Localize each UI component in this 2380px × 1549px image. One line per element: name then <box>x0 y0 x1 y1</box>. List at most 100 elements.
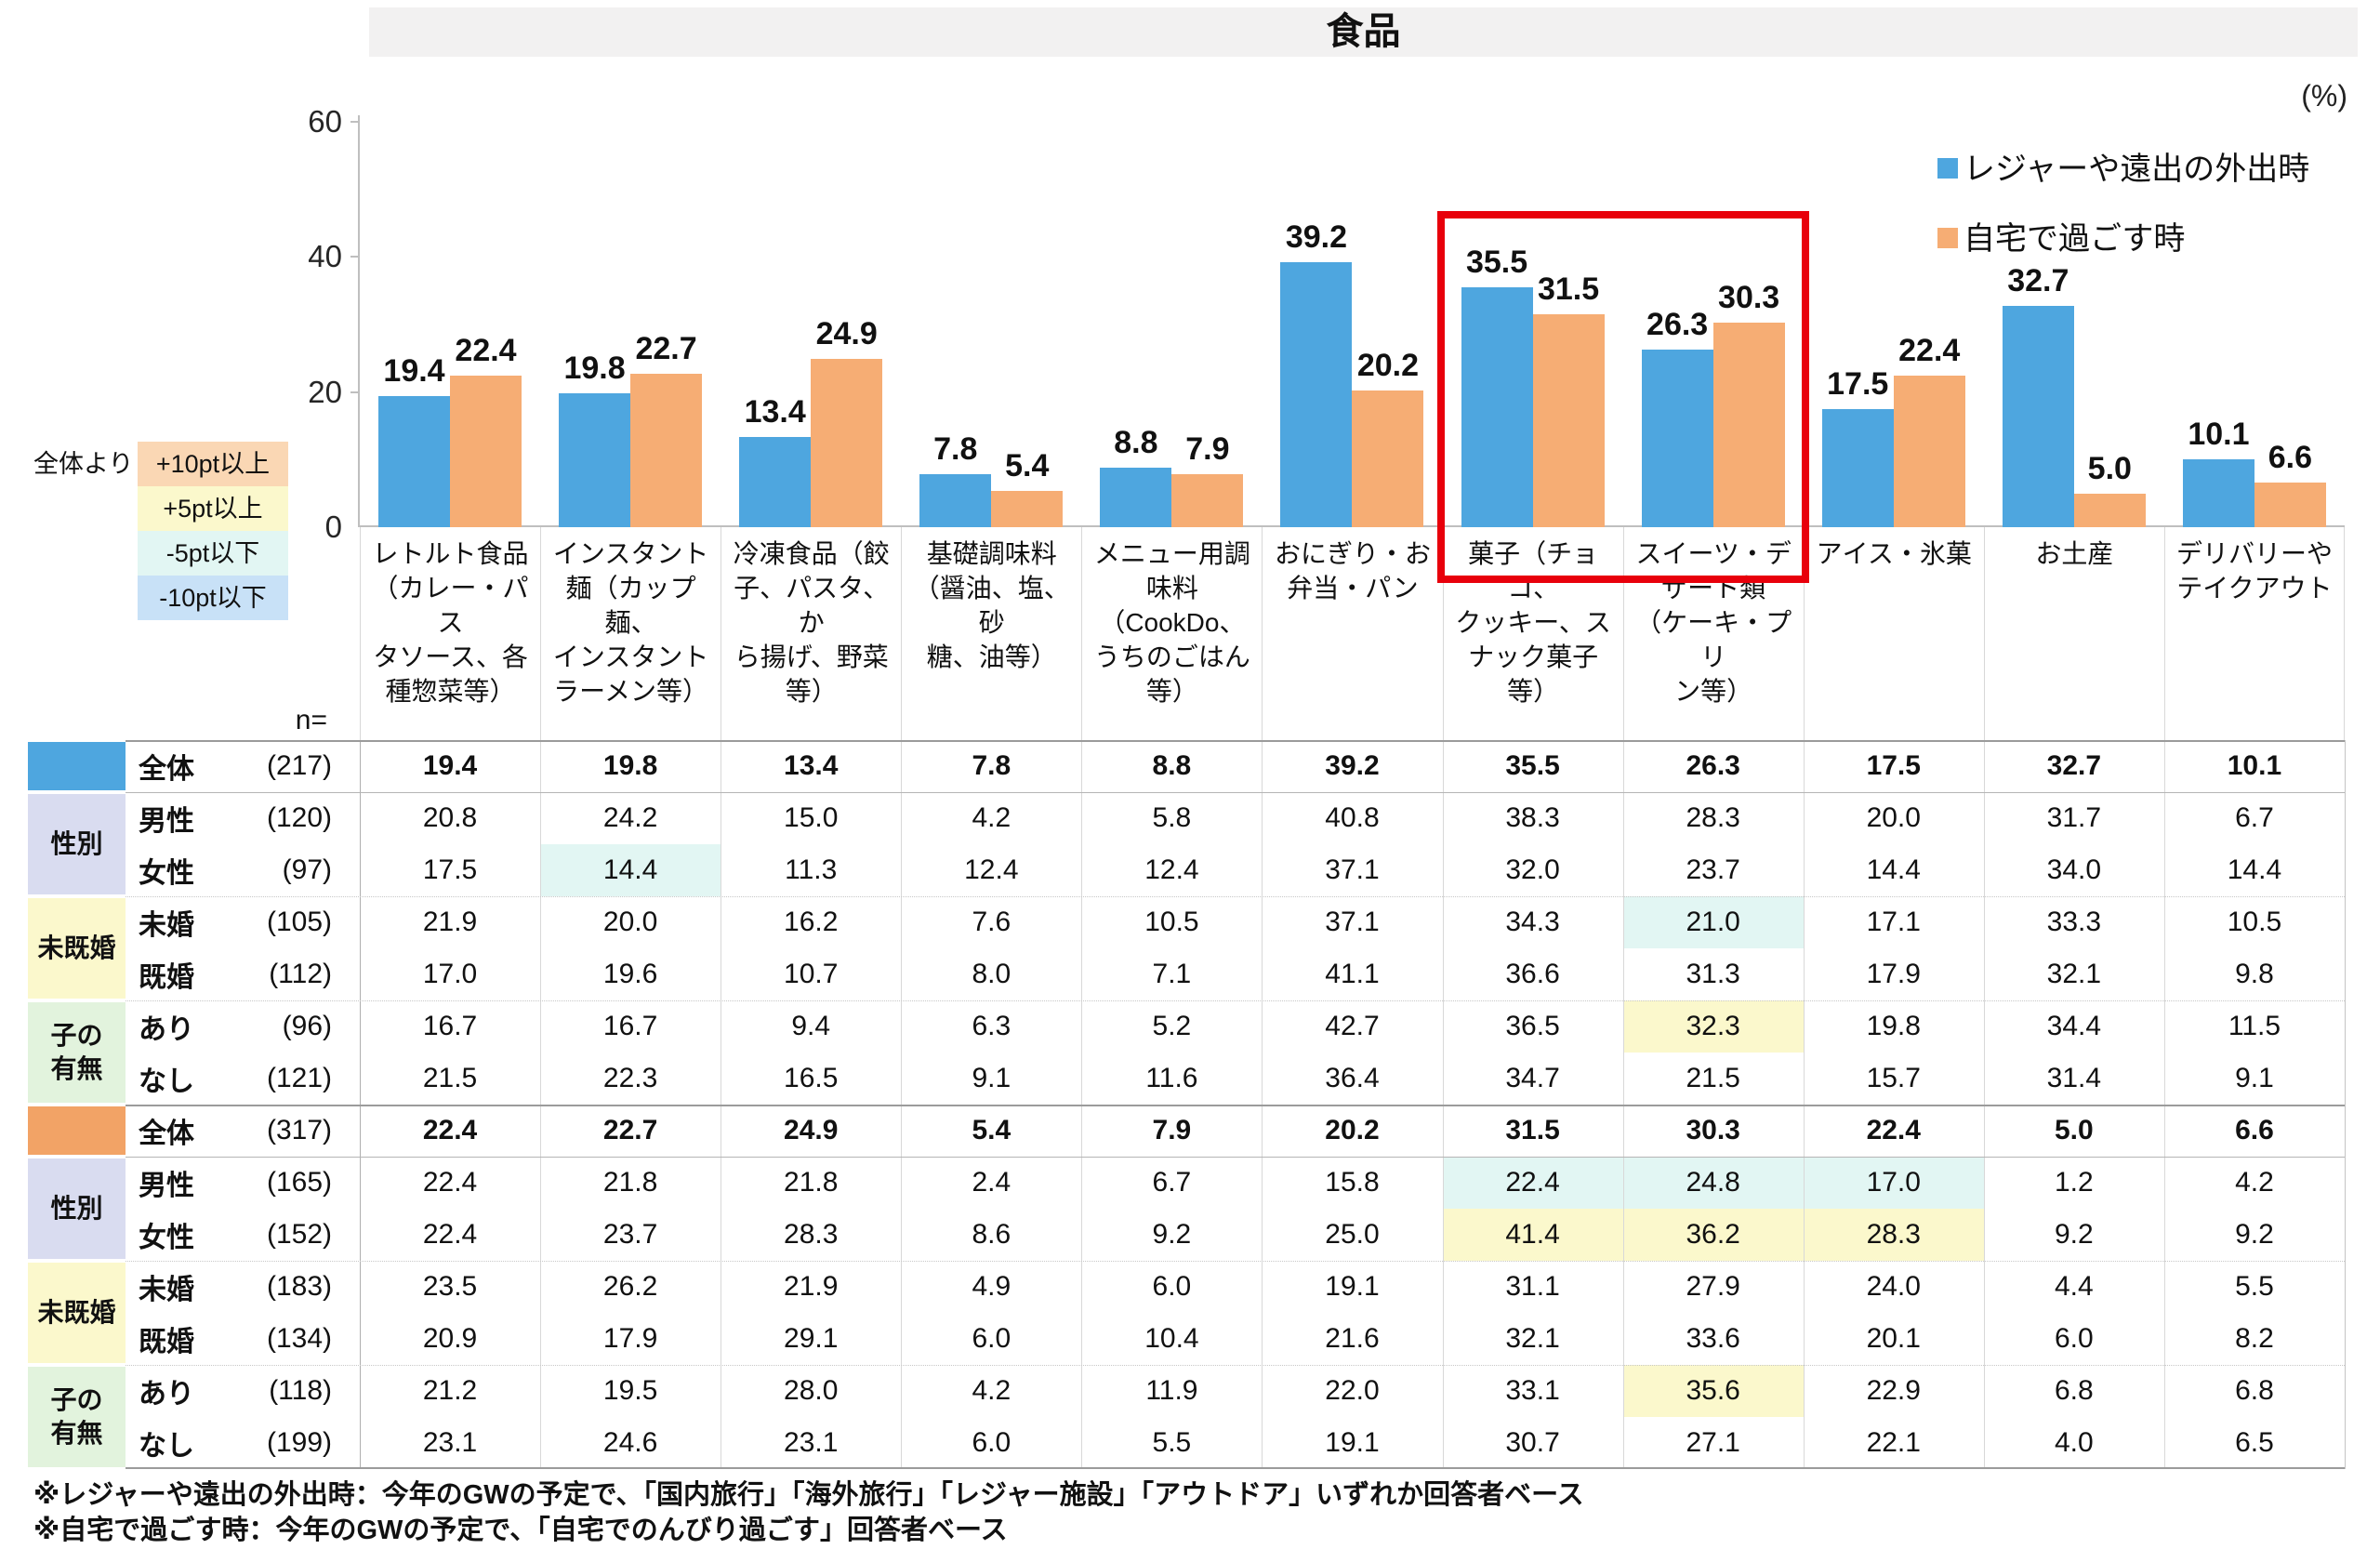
data-cell: 22.4 <box>1866 1115 1921 1145</box>
data-cell: 31.4 <box>2046 1063 2102 1093</box>
data-cell: 10.5 <box>1144 907 1199 937</box>
bar-orange <box>1532 314 1605 527</box>
data-cell: 6.5 <box>2235 1427 2274 1458</box>
data-cell: 17.5 <box>422 854 478 885</box>
data-cell: 24.8 <box>1622 1157 1804 1209</box>
bar-value-label: 32.7 <box>2007 263 2069 299</box>
y-axis-tick <box>350 391 358 393</box>
data-cell: 5.8 <box>1152 802 1192 833</box>
data-cell: 6.8 <box>2054 1375 2094 1406</box>
data-cell: 17.5 <box>1866 750 1921 781</box>
table-horizontal-rule <box>126 1000 2345 1001</box>
data-cell: 17.0 <box>422 959 478 989</box>
data-cell: 2.4 <box>972 1167 1012 1198</box>
data-cell: 33.3 <box>2046 907 2102 937</box>
group-cell: 性別 <box>28 794 126 894</box>
bar-orange <box>630 374 703 527</box>
y-axis-tick <box>350 256 358 258</box>
data-cell: 21.9 <box>784 1271 839 1302</box>
category-cell: インスタント 麺（カップ麺、 インスタント ラーメン等） <box>540 527 721 740</box>
data-cell: 8.8 <box>1152 750 1192 781</box>
data-cell: 5.0 <box>2054 1115 2094 1145</box>
bar-orange <box>1712 322 1785 527</box>
bar-value-label: 39.2 <box>1285 219 1348 256</box>
data-cell: 8.6 <box>972 1219 1012 1250</box>
data-cell: 15.8 <box>1325 1167 1380 1198</box>
data-cell: 26.3 <box>1686 750 1740 781</box>
bar-blue <box>1641 349 1713 527</box>
data-cell: 39.2 <box>1325 750 1380 781</box>
pt-legend-item: -5pt以下 <box>138 531 288 576</box>
data-cell: 10.5 <box>2227 907 2282 937</box>
data-cell: 4.9 <box>972 1271 1012 1302</box>
category-cell: 冷凍食品（餃 子、パスタ、か ら揚げ、野菜 等） <box>721 527 901 740</box>
data-cell: 22.3 <box>602 1063 658 1093</box>
data-cell: 9.4 <box>791 1011 831 1041</box>
bar-value-label: 13.4 <box>744 393 806 430</box>
bar-value-label: 35.5 <box>1465 245 1528 281</box>
data-cell: 27.9 <box>1686 1271 1740 1302</box>
table-horizontal-rule <box>126 1365 2345 1366</box>
data-cell: 42.7 <box>1325 1011 1380 1041</box>
category-cell: 基礎調味料 （醤油、塩、砂 糖、油等） <box>901 527 1081 740</box>
bar-orange <box>811 359 883 527</box>
data-cell: 17.1 <box>1866 907 1921 937</box>
data-cell: 24.6 <box>602 1427 658 1458</box>
data-cell: 10.7 <box>784 959 839 989</box>
data-cell: 36.2 <box>1622 1209 1804 1261</box>
data-cell: 5.4 <box>972 1115 1012 1145</box>
y-axis-tick <box>350 120 358 123</box>
table-horizontal-rule <box>126 1105 2345 1106</box>
data-cell: 21.5 <box>1686 1063 1740 1093</box>
data-cell: 19.8 <box>602 750 658 781</box>
pt-legend-item: -10pt以下 <box>138 576 288 620</box>
data-cell: 36.4 <box>1325 1063 1380 1093</box>
data-cell: 19.1 <box>1325 1271 1380 1302</box>
data-cell: 22.0 <box>1325 1375 1380 1406</box>
n-cell: (120) <box>266 802 332 833</box>
row-label-cell: 女性 <box>139 1223 194 1253</box>
table-horizontal-rule <box>126 1467 2345 1469</box>
n-cell: (121) <box>266 1063 332 1093</box>
n-cell: (217) <box>266 750 332 781</box>
table-horizontal-rule <box>126 792 2345 793</box>
n-cell: (165) <box>266 1167 332 1198</box>
data-cell: 6.8 <box>2235 1375 2274 1406</box>
data-cell: 32.0 <box>1505 854 1560 885</box>
data-cell: 40.8 <box>1325 802 1380 833</box>
data-cell: 20.8 <box>422 802 478 833</box>
data-cell: 4.4 <box>2054 1271 2094 1302</box>
data-cell: 11.6 <box>1145 1063 1198 1093</box>
data-cell: 29.1 <box>784 1323 839 1354</box>
n-cell: (97) <box>282 854 332 885</box>
data-cell: 7.8 <box>972 750 1012 781</box>
data-cell: 32.3 <box>1622 1000 1804 1053</box>
bar-orange <box>2073 493 2146 527</box>
data-cell: 20.0 <box>602 907 658 937</box>
footnote-line-2: ※自宅で過ごす時：今年のGWの予定で、「自宅でのんびり過ごす」回答者ベース <box>33 1516 1008 1545</box>
data-cell: 24.0 <box>1866 1271 1921 1302</box>
data-cell: 16.2 <box>784 907 839 937</box>
row-label-cell: 既婚 <box>139 1327 194 1357</box>
data-cell: 23.5 <box>422 1271 478 1302</box>
bar-blue <box>739 436 812 527</box>
data-cell: 33.6 <box>1686 1323 1740 1354</box>
category-cell: レトルト食品 （カレー・パス タソース、各 種惣菜等） <box>360 527 540 740</box>
data-cell: 19.4 <box>422 750 478 781</box>
pt-legend-item: +5pt以上 <box>138 486 288 531</box>
data-cell: 13.4 <box>784 750 839 781</box>
data-cell: 22.4 <box>422 1219 478 1250</box>
group-cell: 未既婚 <box>28 898 126 999</box>
category-cell: アイス・氷菓 <box>1803 527 1984 740</box>
data-cell: 28.3 <box>1686 802 1740 833</box>
data-cell: 11.5 <box>2228 1011 2281 1041</box>
data-cell: 22.7 <box>602 1115 658 1145</box>
data-cell: 36.6 <box>1505 959 1560 989</box>
data-cell: 16.7 <box>602 1011 658 1041</box>
y-axis-tick-label: 60 <box>308 103 342 139</box>
data-cell: 34.3 <box>1505 907 1560 937</box>
page-title: 食品 <box>1326 11 1401 52</box>
bar-value-label: 5.4 <box>1005 447 1050 483</box>
data-cell: 15.0 <box>784 802 839 833</box>
